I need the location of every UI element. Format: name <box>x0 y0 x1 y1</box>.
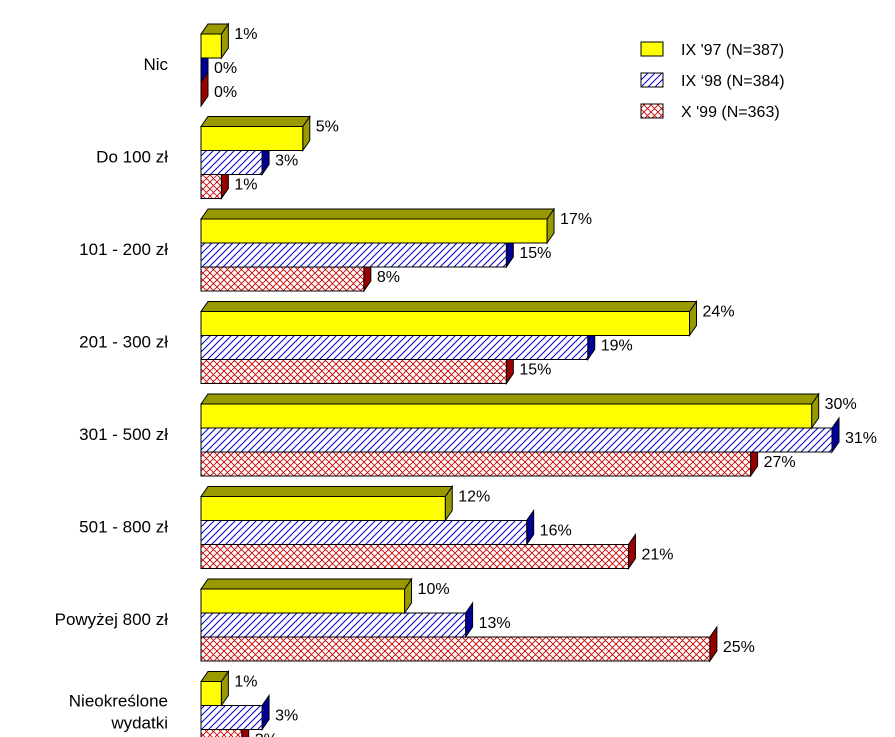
bar-group <box>200 207 555 293</box>
category-label-line: 201 - 300 zł <box>79 333 168 352</box>
bar <box>200 520 528 545</box>
legend-item: IX ‘98 (N=384) <box>640 72 785 90</box>
bar <box>200 174 222 199</box>
bar <box>200 218 548 244</box>
bar <box>200 496 446 521</box>
legend-label: IX '97 (N=387) <box>681 42 784 59</box>
bar-top <box>200 301 698 312</box>
category-label: 101 - 200 zł <box>79 240 168 259</box>
value-label: 1% <box>234 674 257 691</box>
category-label-line: Nieokreślone <box>69 692 168 711</box>
bar-top <box>200 208 555 220</box>
value-label: 30% <box>825 396 857 413</box>
value-labels-layer: 0% 0% 1% 1% 3% 5% 8% 15% 17% 15% 19% 24% 27% 31% 30% 21… <box>214 26 877 737</box>
legend-swatch <box>640 72 664 88</box>
value-label: 13% <box>479 615 511 632</box>
bar <box>200 359 507 384</box>
value-label: 10% <box>418 581 450 598</box>
bar-side <box>627 532 636 571</box>
legend-swatch <box>640 41 664 57</box>
legend: IX '97 (N=387) IX ‘98 (N=384) X '99 (N=363… <box>640 41 785 121</box>
value-label: 21% <box>641 547 673 564</box>
category-label-line: 301 - 500 zł <box>79 425 168 444</box>
bar-top <box>200 578 413 590</box>
value-label: 0% <box>214 84 237 101</box>
bar <box>200 705 263 730</box>
bar <box>200 335 589 360</box>
bar-group <box>200 484 636 571</box>
category-label-line: Powyżej 800 zł <box>55 610 169 629</box>
category-label-line: Do 100 zł <box>96 148 168 167</box>
bars-layer <box>200 22 840 737</box>
bar-side <box>261 693 270 732</box>
value-label: 8% <box>377 269 400 286</box>
bar <box>200 242 507 268</box>
bar <box>200 266 365 292</box>
bar-group <box>200 392 840 478</box>
bar <box>200 612 467 638</box>
value-label: 19% <box>601 338 633 355</box>
value-label: 3% <box>275 153 298 170</box>
bar <box>200 451 752 477</box>
value-label: 24% <box>703 304 735 321</box>
bar-group <box>200 577 718 663</box>
bar <box>200 588 406 614</box>
value-label: 0% <box>214 60 237 77</box>
bar-group <box>200 114 311 201</box>
category-label-line: 501 - 800 zł <box>79 518 168 537</box>
legend-swatch <box>640 103 664 119</box>
value-label: 31% <box>845 430 877 447</box>
category-labels-layer: Nic Do 100 zł 101 - 200 zł 201 - 300 zł 301 … <box>55 55 169 733</box>
value-label: 16% <box>540 523 572 540</box>
category-label: Nic <box>143 55 168 74</box>
bar-top <box>200 393 820 405</box>
bar <box>200 636 711 662</box>
category-label-line: wydatki <box>110 714 168 733</box>
value-label: 5% <box>316 119 339 136</box>
category-label-line: 101 - 200 zł <box>79 240 168 259</box>
legend-item: IX '97 (N=387) <box>640 41 784 59</box>
category-label: 201 - 300 zł <box>79 333 168 352</box>
bar-side <box>831 416 840 454</box>
bar-group <box>200 22 230 108</box>
bar <box>200 681 222 706</box>
bar-side <box>465 601 474 639</box>
bar-top <box>200 116 311 127</box>
bar <box>200 150 263 175</box>
category-label: Powyżej 800 zł <box>55 610 169 629</box>
bar <box>200 126 304 151</box>
bar-group <box>200 669 270 737</box>
value-label: 15% <box>519 362 551 379</box>
category-label: Do 100 zł <box>96 148 168 167</box>
legend-item: X '99 (N=363) <box>640 103 780 121</box>
bar-side <box>526 508 535 547</box>
category-label-line: Nic <box>143 55 168 74</box>
value-label: 25% <box>723 639 755 656</box>
bar-top <box>200 486 454 497</box>
bar-side <box>709 625 718 663</box>
legend-label: IX ‘98 (N=384) <box>681 73 785 90</box>
category-label: 301 - 500 zł <box>79 425 168 444</box>
bar <box>200 729 243 737</box>
value-label: 2% <box>255 732 278 737</box>
bar <box>200 427 833 453</box>
legend-label: X '99 (N=363) <box>681 104 780 121</box>
category-label: Nieokreślone wydatki <box>69 692 168 733</box>
value-label: 3% <box>275 708 298 725</box>
bar <box>200 33 222 59</box>
bar <box>200 544 629 569</box>
bar-group <box>200 299 698 386</box>
bar <box>200 403 813 429</box>
value-label: 12% <box>458 489 490 506</box>
value-label: 17% <box>560 211 592 228</box>
value-label: 1% <box>234 26 257 43</box>
value-label: 15% <box>519 245 551 262</box>
value-label: 1% <box>234 177 257 194</box>
category-label: 501 - 800 zł <box>79 518 168 537</box>
value-label: 27% <box>764 454 796 471</box>
bar <box>200 311 691 336</box>
